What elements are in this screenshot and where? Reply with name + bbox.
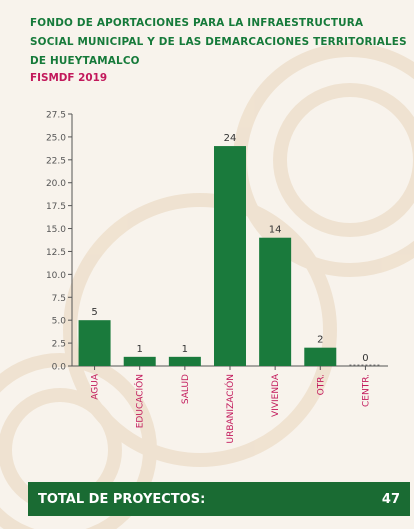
bar	[78, 320, 111, 366]
y-tick-label: 17.5	[46, 202, 66, 212]
data-label: 5	[91, 307, 97, 318]
chart-subtitle: FISMDF 2019	[30, 72, 108, 84]
y-tick-label: 15.0	[46, 225, 66, 235]
y-tick-label: 5.0	[52, 317, 67, 327]
bar	[168, 356, 201, 366]
y-tick-label: 7.5	[52, 294, 66, 304]
bar	[123, 356, 156, 366]
category-label: OTR.	[316, 374, 326, 395]
category-labels: AGUA EDUCACIÓN SALUD URBANIZACIÓN VIVIENDA OT…	[91, 373, 372, 443]
data-label: 14	[269, 225, 282, 236]
data-label: 1	[137, 344, 143, 355]
y-tick-label: 0.0	[52, 363, 67, 373]
bar	[304, 347, 337, 366]
x-axis	[72, 365, 388, 370]
y-axis: 0.0 2.5 5.0 7.5 10.0 12.5 15.0 17.5 20.0 22.5 25.0…	[46, 111, 73, 373]
y-tick-label: 12.5	[46, 248, 66, 258]
total-projects-bar: TOTAL DE PROYECTOS: 47	[28, 482, 410, 516]
data-label: 24	[224, 133, 237, 144]
y-tick-label: 20.0	[46, 179, 66, 189]
data-label: 2	[317, 335, 323, 346]
category-label: AGUA	[91, 373, 101, 400]
bar-chart: 0.0 2.5 5.0 7.5 10.0 12.5 15.0 17.5 20.0 22.5 25.0…	[46, 111, 388, 443]
total-projects-label: TOTAL DE PROYECTOS:	[38, 491, 206, 507]
data-label: 0	[362, 353, 368, 364]
data-labels: 5 1 1 24 14 2 0	[91, 133, 368, 364]
chart-title: FONDO DE APORTACIONES PARA LA INFRAESTRU…	[30, 17, 407, 67]
y-tick-label: 2.5	[52, 340, 66, 350]
data-label: 1	[182, 344, 188, 355]
total-projects-value: 47	[381, 491, 400, 507]
y-tick-label: 10.0	[46, 271, 66, 281]
y-tick-label: 27.5	[46, 111, 66, 121]
category-label: VIVIENDA	[271, 373, 281, 417]
bar	[259, 237, 292, 366]
category-label: URBANIZACIÓN	[224, 374, 236, 443]
category-label: EDUCACIÓN	[134, 374, 146, 428]
bar	[214, 146, 246, 366]
category-label: CENTR.	[361, 374, 371, 407]
y-tick-label: 25.0	[46, 133, 66, 143]
category-label: SALUD	[181, 374, 191, 404]
y-tick-label: 22.5	[46, 156, 66, 166]
bars	[78, 146, 382, 366]
